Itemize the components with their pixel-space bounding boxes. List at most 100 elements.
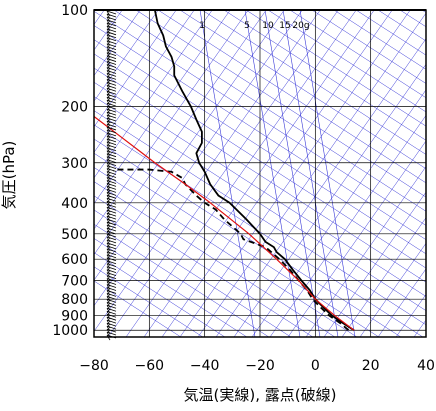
- wind-barb-shaft: [106, 129, 117, 134]
- isotherm-line: [107, 10, 339, 337]
- mixing-ratio-label: 1: [199, 21, 205, 31]
- wind-barb-shaft: [106, 70, 117, 74]
- wind-barb-shaft: [106, 99, 117, 104]
- parcel-series-line: [94, 115, 355, 331]
- adiabat-line: [333, 10, 426, 70]
- adiabat-line: [94, 110, 426, 326]
- mixing-ratio-label: 20g: [292, 21, 309, 31]
- adiabat-line: [94, 81, 426, 297]
- wind-barb-shaft: [106, 209, 117, 214]
- wind-barb-shaft: [106, 13, 117, 18]
- wind-barb-shaft: [106, 96, 117, 101]
- wind-barb-shaft: [106, 102, 117, 107]
- wind-barb-shaft: [106, 43, 117, 48]
- wind-barb-shaft: [106, 64, 117, 68]
- wind-barb-shaft: [106, 242, 117, 247]
- y-tick-label: 1000: [52, 323, 88, 339]
- adiabat-line: [94, 138, 401, 337]
- isotherm-line: [341, 217, 426, 337]
- wind-barb-shaft: [106, 147, 117, 152]
- wind-barb-shaft: [106, 316, 117, 321]
- mixing-ratio-line: [264, 10, 321, 337]
- adiabat-line: [201, 10, 426, 155]
- adiabat-line: [245, 10, 426, 127]
- plot-frame: [93, 9, 427, 338]
- isotherm-line: [94, 10, 249, 230]
- wind-barb-shaft: [106, 257, 117, 262]
- wind-barb-shaft: [106, 87, 117, 92]
- isotherm-line: [432, 10, 436, 337]
- wind-barb-shaft: [106, 34, 117, 39]
- x-tick-label: −80: [79, 358, 109, 374]
- wind-barb-shaft: [106, 135, 117, 140]
- adiabat-line: [94, 10, 426, 226]
- wind-barb-shaft: [106, 174, 117, 178]
- wind-barb-shaft: [106, 156, 117, 161]
- isotherm-line: [94, 10, 141, 77]
- y-tick-label: 100: [61, 3, 88, 19]
- wind-barb-shaft: [106, 287, 117, 291]
- isotherm-line: [94, 10, 195, 153]
- isotherm-line: [94, 10, 177, 128]
- wind-barb-shaft: [106, 120, 117, 125]
- wind-barb-shaft: [106, 200, 117, 205]
- dewpoint-series-line: [112, 168, 350, 331]
- isotherm-line: [197, 12, 426, 337]
- wind-barb-shaft: [106, 233, 117, 238]
- adiabat-line: [94, 252, 225, 337]
- wind-barb-shaft: [106, 239, 117, 244]
- adiabat-line: [94, 280, 181, 337]
- y-tick-label: 600: [61, 252, 88, 268]
- wind-barb-shaft: [106, 162, 117, 166]
- wind-barb-shaft: [106, 248, 117, 253]
- background-lines: [94, 10, 436, 337]
- wind-barb-shaft: [106, 22, 117, 27]
- wind-barb-shaft: [106, 260, 117, 265]
- wind-barb-shaft: [106, 132, 117, 137]
- wind-barb-shaft: [106, 37, 117, 42]
- wind-barb-shaft: [106, 150, 117, 155]
- wind-barb-shaft: [106, 78, 117, 83]
- wind-barb-shaft: [106, 171, 117, 175]
- wind-barb-shaft: [106, 281, 117, 285]
- wind-barb-shaft: [106, 301, 117, 306]
- wind-barb-shaft: [106, 236, 117, 241]
- wind-barb-shaft: [106, 203, 117, 208]
- isotherm-line: [287, 140, 426, 337]
- wind-barb-shaft: [106, 328, 117, 333]
- adiabat-line: [289, 10, 426, 99]
- isotherm-line: [323, 191, 426, 337]
- wind-barb-shaft: [106, 304, 117, 309]
- isotherm-line: [269, 114, 426, 337]
- wind-barb-shaft: [106, 230, 117, 235]
- isotherm-line: [125, 10, 357, 337]
- wind-barb-shaft: [106, 153, 117, 158]
- adiabat-line: [94, 39, 426, 255]
- wind-barb-shaft: [106, 319, 117, 324]
- adiabat-line: [135, 10, 426, 198]
- wind-barb-shaft: [106, 188, 117, 193]
- wind-barb-shaft: [106, 168, 117, 172]
- y-tick-label: 400: [61, 196, 88, 212]
- wind-barb-shaft: [106, 28, 117, 33]
- wind-barb-shaft: [106, 180, 117, 184]
- mixing-ratio-label: 15: [279, 21, 290, 31]
- wind-barb-shaft: [106, 76, 117, 80]
- adiabat-line: [94, 167, 357, 337]
- wind-barb-shaft: [106, 81, 117, 86]
- wind-barb-shaft: [106, 117, 117, 122]
- wind-barb-shaft: [106, 266, 117, 271]
- wind-barb-shaft: [106, 183, 117, 187]
- wind-barb-shaft: [106, 46, 117, 51]
- mixing-ratio-labels: 1 5 10 15 20g: [199, 21, 309, 31]
- adiabat-line: [94, 53, 426, 269]
- temperature-series-line: [153, 10, 355, 331]
- adiabat-line: [94, 238, 247, 337]
- wind-barb-shaft: [106, 126, 117, 131]
- wind-barb-shaft: [106, 114, 117, 119]
- x-tick-label: 40: [417, 358, 435, 374]
- wind-barb-shaft: [106, 194, 117, 199]
- wind-barb-shaft: [106, 111, 117, 116]
- x-tick-label: −60: [135, 358, 165, 374]
